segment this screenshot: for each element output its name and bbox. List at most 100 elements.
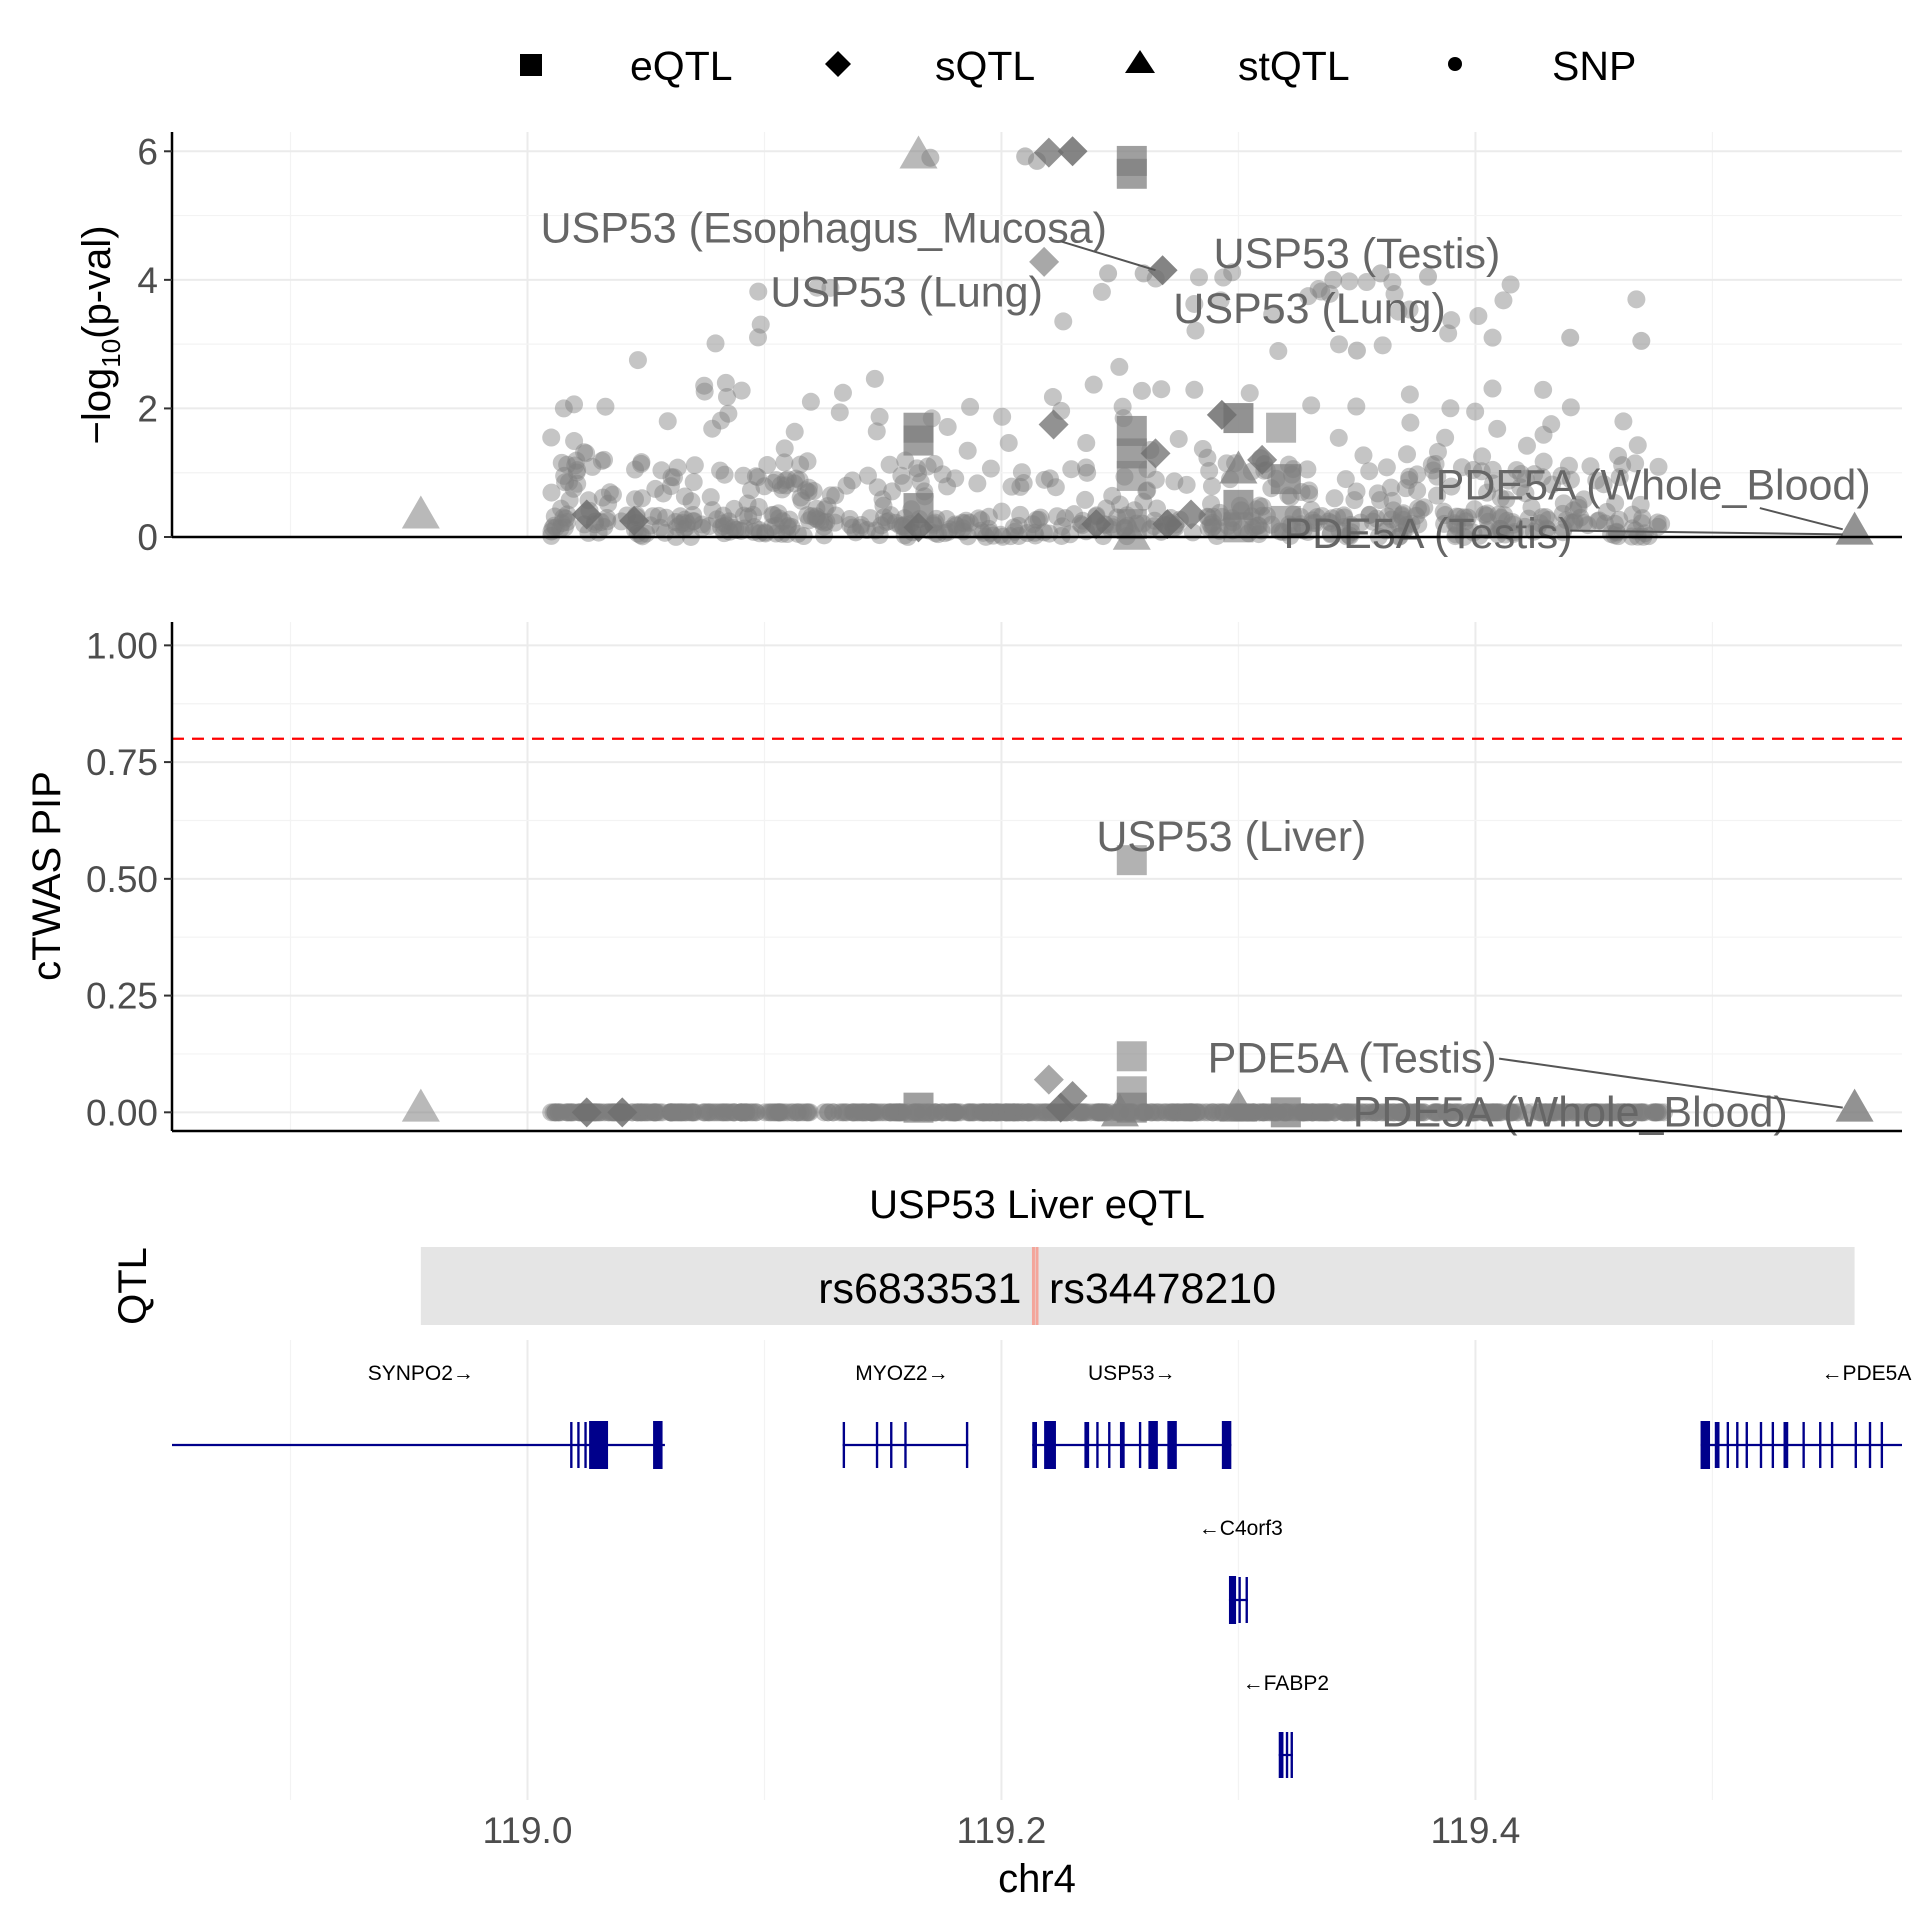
pval-y-tick-label: 6 <box>137 131 158 172</box>
pip-snp-point <box>1202 1103 1221 1122</box>
pval-snp-point <box>1424 461 1443 480</box>
pval-snp-point <box>567 451 586 470</box>
pval-snp-point <box>673 513 692 532</box>
pval-snp-point <box>1201 515 1220 534</box>
pval-snp-point <box>1419 267 1438 286</box>
pval-snp-point <box>953 519 972 538</box>
pip-snp-point <box>1601 1103 1620 1122</box>
pip-snp-point <box>863 1103 882 1122</box>
pval-snp-point <box>870 526 889 545</box>
pip-snp-point <box>772 1103 791 1122</box>
pip-snp-point <box>1352 1103 1371 1122</box>
pip-snp-point <box>628 1103 647 1122</box>
gene-models: SYNPO2→ MYOZ2→ USP53→ ←PDE5A ←C4orf3 ←FABP2 <box>172 1362 1911 1778</box>
pip-snp-point <box>852 1103 871 1122</box>
pip-snp-point <box>1146 1103 1165 1122</box>
pval-snp-point <box>960 513 979 532</box>
pip-snp-point <box>1444 1103 1463 1122</box>
pip-snp-point <box>823 1103 842 1122</box>
pip-snp-point <box>737 1103 756 1122</box>
pval-snp-point <box>1507 461 1526 480</box>
pval-snp-point <box>1103 515 1122 534</box>
pip-snp-point <box>701 1103 720 1122</box>
pip-snp-point <box>1326 1103 1345 1122</box>
pval-snp-point <box>1371 264 1390 283</box>
pip-snp-point <box>715 1103 734 1122</box>
pval-snp-point <box>947 516 966 535</box>
pip-snp-point <box>1425 1103 1444 1122</box>
pip-snp-point <box>1644 1103 1663 1122</box>
pval-snp-point <box>1347 482 1366 501</box>
pval-snp-point <box>1475 505 1494 524</box>
pval-snp-point <box>556 473 575 492</box>
pip-snp-point <box>1086 1103 1105 1122</box>
pip-snp-point <box>1164 1103 1183 1122</box>
pval-snp-point <box>1002 477 1021 496</box>
pip-snp-point <box>1178 1103 1197 1122</box>
pip-snp-point <box>846 1103 865 1122</box>
pval-snp-point <box>654 484 673 503</box>
pval-snp-point <box>866 521 885 540</box>
pval-snp-point <box>671 515 690 534</box>
pip-snp-point <box>647 1103 666 1122</box>
pval-snp-point <box>1177 475 1196 494</box>
pval-snp-point <box>1040 524 1059 543</box>
pval-snp-point <box>1587 471 1606 490</box>
pval-snp-point <box>1253 497 1272 516</box>
pip-snp-point <box>1004 1103 1023 1122</box>
pip-snp-point <box>1609 1103 1628 1122</box>
pval-snp-point <box>632 453 651 472</box>
pip-snp-point <box>1477 1103 1496 1122</box>
pval-snp-point <box>1554 519 1573 538</box>
pval-snp-point <box>1312 282 1331 301</box>
pip-snp-point <box>1254 1103 1273 1122</box>
pval-eqtl-point <box>1270 464 1301 495</box>
pval-snp-point <box>807 507 826 526</box>
pval-snp-point <box>1648 513 1667 532</box>
pip-snp-point <box>843 1103 862 1122</box>
pip-gene-label: USP53 (Liver) <box>1096 813 1366 861</box>
pval-snp-point <box>708 510 727 529</box>
gene-exon <box>1285 1732 1289 1778</box>
pip-snp-point <box>1000 1103 1019 1122</box>
pval-snp-point <box>958 441 977 460</box>
gene-exon <box>1138 1422 1142 1468</box>
pip-snp-point <box>708 1103 727 1122</box>
pip-snp-point <box>1612 1103 1631 1122</box>
pip-y-ticks: 0.00 0.25 0.50 0.75 1.00 <box>86 625 172 1133</box>
pip-snp-point <box>632 1103 651 1122</box>
x-tick-label: 119.2 <box>957 1810 1047 1851</box>
pip-snp-point <box>782 1103 801 1122</box>
pval-snp-point <box>542 428 561 447</box>
pip-snp-point <box>560 1103 579 1122</box>
pval-snp-point <box>542 483 561 502</box>
pip-snp-point <box>1544 1103 1563 1122</box>
pip-snp-point <box>768 1103 787 1122</box>
pip-snp-point <box>1335 1103 1354 1122</box>
pip-snp-point <box>1203 1103 1222 1122</box>
pip-snp-point <box>1182 1103 1201 1122</box>
pip-snp-point <box>1533 1103 1552 1122</box>
x-tick-label: 119.0 <box>483 1810 573 1851</box>
pip-snp-point <box>944 1103 963 1122</box>
pip-snp-point <box>1540 1103 1559 1122</box>
pip-snp-point <box>876 1103 895 1122</box>
pval-snp-point <box>1054 312 1073 331</box>
pip-snp-point <box>1148 1103 1167 1122</box>
pval-snp-point <box>1517 436 1536 455</box>
pip-snp-point <box>650 1103 669 1122</box>
qtl-snp-label: rs34478210 <box>1049 1265 1276 1313</box>
pip-snp-point <box>1491 1103 1510 1122</box>
pip-snp-point <box>1464 1103 1483 1122</box>
pval-snp-point <box>808 510 827 529</box>
legend-snp-label: SNP <box>1552 43 1636 89</box>
pip-snp-point <box>1009 1103 1028 1122</box>
pval-snp-point <box>725 499 744 518</box>
pip-snp-point <box>646 1103 665 1122</box>
pip-snp-point <box>1090 1103 1109 1122</box>
pval-snp-point <box>546 518 565 537</box>
pip-snp-point <box>1490 1103 1509 1122</box>
pval-snp-point <box>778 470 797 489</box>
pval-snp-point <box>1084 375 1103 394</box>
pip-snp-point <box>1598 1103 1617 1122</box>
